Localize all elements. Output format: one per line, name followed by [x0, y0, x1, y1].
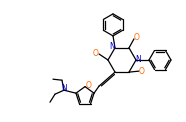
Text: O: O — [86, 81, 92, 90]
Text: O: O — [93, 49, 99, 57]
Text: N: N — [61, 84, 67, 93]
Text: O: O — [134, 33, 140, 42]
Text: N: N — [136, 55, 141, 63]
Text: N: N — [109, 42, 115, 51]
Text: O: O — [139, 67, 145, 76]
